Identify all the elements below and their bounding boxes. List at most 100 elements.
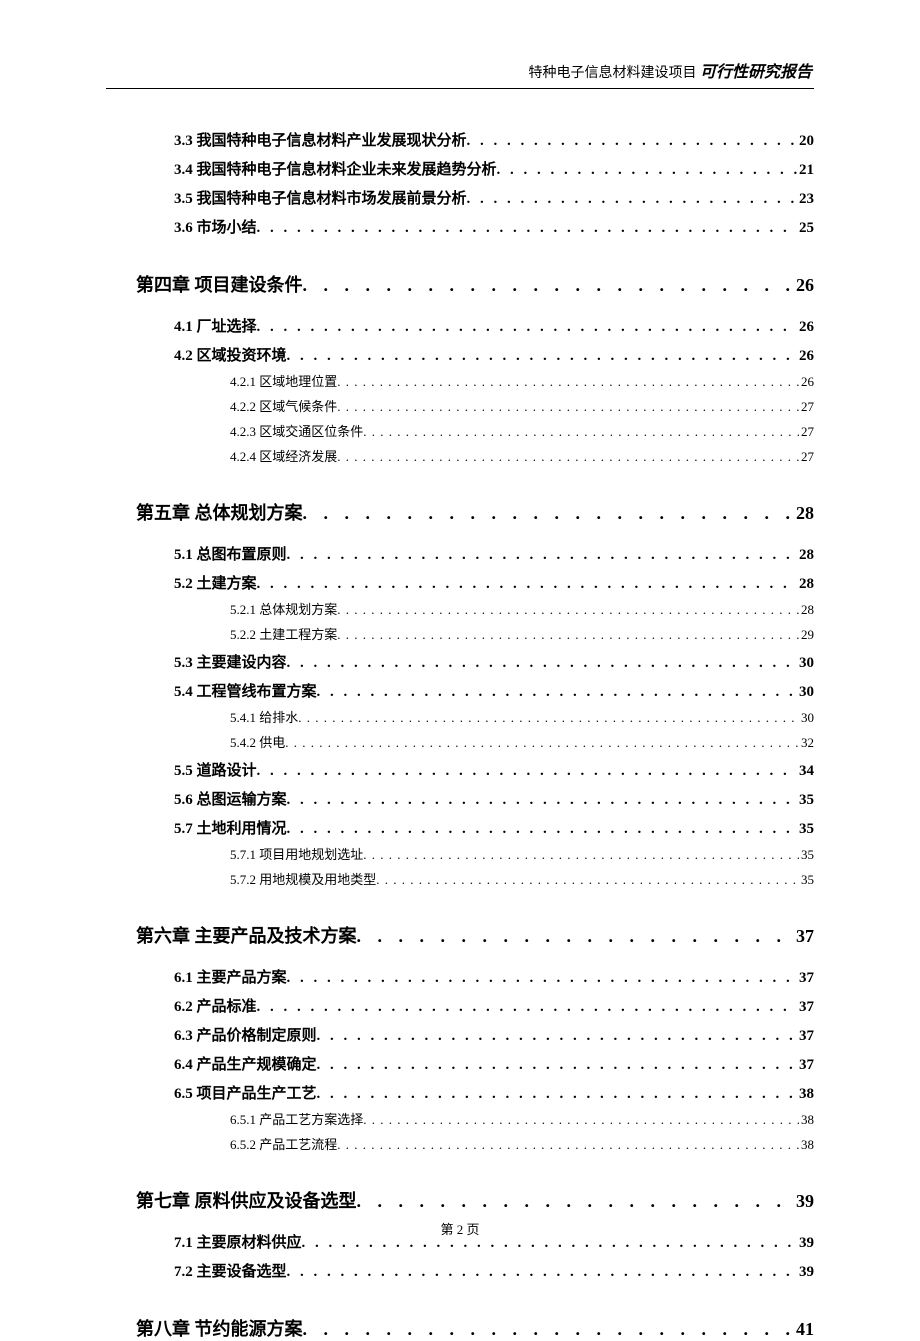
toc-page-number: 28 — [797, 576, 814, 593]
page-number: 第 2 页 — [440, 1222, 479, 1237]
toc-page-number: 39 — [797, 1264, 814, 1281]
toc-entry: 3.3 我国特种电子信息材料产业发展现状分析. . . . . . . . . … — [174, 129, 814, 150]
toc-entry: 4.2.3 区域交通区位条件. . . . . . . . . . . . . … — [230, 421, 814, 440]
toc-title: 5.7 土地利用情况 — [174, 817, 287, 838]
toc-page-number: 25 — [797, 220, 814, 237]
toc-dots: . . . . . . . . . . . . . . . . . . . . … — [257, 576, 797, 593]
toc-dots: . . . . . . . . . . . . . . . . . . . . … — [287, 1264, 797, 1281]
toc-page-number: 34 — [797, 763, 814, 780]
toc-dots: . . . . . . . . . . . . . . . . . . . . … — [257, 763, 797, 780]
toc-title: 5.6 总图运输方案 — [174, 788, 287, 809]
toc-title: 第五章 总体规划方案 — [136, 499, 303, 525]
toc-page-number: 29 — [799, 627, 814, 643]
toc-dots: . . . . . . . . . . . . . . . . . . . . … — [287, 655, 797, 672]
toc-dots: . . . . . . . . . . . . . . . . . . . . … — [357, 1191, 795, 1212]
toc-page-number: 37 — [797, 970, 814, 987]
toc-page-number: 26 — [797, 348, 814, 365]
toc-dots: . . . . . . . . . . . . . . . . . . . . … — [287, 348, 797, 365]
toc-entry: 5.1 总图布置原则. . . . . . . . . . . . . . . … — [174, 543, 814, 564]
toc-page-number: 32 — [799, 735, 814, 751]
toc-page-number: 35 — [799, 847, 814, 863]
toc-title: 6.2 产品标准 — [174, 995, 257, 1016]
toc-entry: 5.6 总图运输方案. . . . . . . . . . . . . . . … — [174, 788, 814, 809]
toc-page-number: 26 — [799, 374, 814, 390]
toc-title: 6.3 产品价格制定原则 — [174, 1024, 317, 1045]
toc-title: 3.4 我国特种电子信息材料企业未来发展趋势分析 — [174, 158, 497, 179]
page-header: 特种电子信息材料建设项目 可行性研究报告 — [106, 58, 814, 82]
toc-dots: . . . . . . . . . . . . . . . . . . . . … — [363, 1112, 799, 1128]
toc-title: 4.2.1 区域地理位置 — [230, 371, 337, 390]
table-of-contents: 3.3 我国特种电子信息材料产业发展现状分析. . . . . . . . . … — [106, 129, 814, 1341]
toc-dots: . . . . . . . . . . . . . . . . . . . . … — [337, 449, 799, 465]
toc-page-number: 37 — [797, 999, 814, 1016]
toc-page-number: 37 — [797, 1057, 814, 1074]
toc-dots: . . . . . . . . . . . . . . . . . . . . … — [317, 684, 797, 701]
toc-title: 5.1 总图布置原则 — [174, 543, 287, 564]
header-project-name: 特种电子信息材料建设项目 — [528, 66, 696, 81]
toc-page-number: 26 — [794, 275, 814, 296]
toc-dots: . . . . . . . . . . . . . . . . . . . . … — [467, 133, 797, 150]
toc-dots: . . . . . . . . . . . . . . . . . . . . … — [337, 399, 799, 415]
toc-entry: 5.3 主要建设内容. . . . . . . . . . . . . . . … — [174, 651, 814, 672]
toc-entry: 5.7 土地利用情况. . . . . . . . . . . . . . . … — [174, 817, 814, 838]
toc-page-number: 27 — [799, 449, 814, 465]
toc-dots: . . . . . . . . . . . . . . . . . . . . … — [287, 547, 797, 564]
toc-dots: . . . . . . . . . . . . . . . . . . . . … — [287, 970, 797, 987]
toc-entry: 5.2 土建方案. . . . . . . . . . . . . . . . … — [174, 572, 814, 593]
toc-page-number: 28 — [794, 503, 814, 524]
toc-page-number: 37 — [797, 1028, 814, 1045]
toc-page-number: 38 — [799, 1137, 814, 1153]
toc-entry: 5.2.2 土建工程方案. . . . . . . . . . . . . . … — [230, 624, 814, 643]
toc-page-number: 38 — [797, 1086, 814, 1103]
toc-dots: . . . . . . . . . . . . . . . . . . . . … — [285, 735, 799, 751]
toc-entry: 6.2 产品标准. . . . . . . . . . . . . . . . … — [174, 995, 814, 1016]
toc-page-number: 41 — [794, 1319, 814, 1340]
toc-title: 6.5.1 产品工艺方案选择 — [230, 1109, 363, 1128]
toc-page-number: 28 — [797, 547, 814, 564]
toc-title: 6.4 产品生产规模确定 — [174, 1053, 317, 1074]
toc-dots: . . . . . . . . . . . . . . . . . . . . … — [287, 792, 797, 809]
toc-dots: . . . . . . . . . . . . . . . . . . . . … — [303, 503, 795, 524]
toc-title: 5.2 土建方案 — [174, 572, 257, 593]
toc-title: 第七章 原料供应及设备选型 — [136, 1187, 357, 1213]
toc-page-number: 30 — [797, 655, 814, 672]
toc-page-number: 27 — [799, 399, 814, 415]
toc-title: 第八章 节约能源方案 — [136, 1315, 303, 1341]
toc-dots: . . . . . . . . . . . . . . . . . . . . … — [363, 847, 799, 863]
toc-entry: 5.7.1 项目用地规划选址. . . . . . . . . . . . . … — [230, 844, 814, 863]
toc-title: 5.4 工程管线布置方案 — [174, 680, 317, 701]
toc-title: 4.2 区域投资环境 — [174, 344, 287, 365]
toc-dots: . . . . . . . . . . . . . . . . . . . . … — [317, 1028, 797, 1045]
toc-page-number: 26 — [797, 319, 814, 336]
toc-entry: 5.2.1 总体规划方案. . . . . . . . . . . . . . … — [230, 599, 814, 618]
toc-title: 5.7.1 项目用地规划选址 — [230, 844, 363, 863]
toc-title: 6.5 项目产品生产工艺 — [174, 1082, 317, 1103]
toc-dots: . . . . . . . . . . . . . . . . . . . . … — [287, 821, 797, 838]
toc-entry: 第八章 节约能源方案. . . . . . . . . . . . . . . … — [136, 1315, 814, 1341]
toc-dots: . . . . . . . . . . . . . . . . . . . . … — [257, 999, 797, 1016]
toc-page-number: 27 — [799, 424, 814, 440]
toc-title: 4.1 厂址选择 — [174, 315, 257, 336]
toc-title: 3.5 我国特种电子信息材料市场发展前景分析 — [174, 187, 467, 208]
toc-entry: 第七章 原料供应及设备选型. . . . . . . . . . . . . .… — [136, 1187, 814, 1213]
toc-dots: . . . . . . . . . . . . . . . . . . . . … — [337, 1137, 799, 1153]
toc-entry: 4.2.4 区域经济发展. . . . . . . . . . . . . . … — [230, 446, 814, 465]
toc-dots: . . . . . . . . . . . . . . . . . . . . … — [317, 1057, 797, 1074]
toc-entry: 4.2.1 区域地理位置. . . . . . . . . . . . . . … — [230, 371, 814, 390]
toc-title: 第四章 项目建设条件 — [136, 271, 303, 297]
toc-page-number: 39 — [794, 1191, 814, 1212]
toc-entry: 7.2 主要设备选型. . . . . . . . . . . . . . . … — [174, 1260, 814, 1281]
toc-dots: . . . . . . . . . . . . . . . . . . . . … — [298, 710, 799, 726]
toc-title: 4.2.2 区域气候条件 — [230, 396, 337, 415]
header-divider — [106, 88, 814, 89]
toc-dots: . . . . . . . . . . . . . . . . . . . . … — [357, 926, 795, 947]
toc-entry: 4.1 厂址选择. . . . . . . . . . . . . . . . … — [174, 315, 814, 336]
toc-entry: 3.5 我国特种电子信息材料市场发展前景分析. . . . . . . . . … — [174, 187, 814, 208]
toc-entry: 第六章 主要产品及技术方案. . . . . . . . . . . . . .… — [136, 922, 814, 948]
toc-title: 5.2.1 总体规划方案 — [230, 599, 337, 618]
toc-entry: 6.5 项目产品生产工艺. . . . . . . . . . . . . . … — [174, 1082, 814, 1103]
toc-page-number: 35 — [799, 872, 814, 888]
toc-title: 6.1 主要产品方案 — [174, 966, 287, 987]
toc-dots: . . . . . . . . . . . . . . . . . . . . … — [467, 191, 797, 208]
toc-entry: 第五章 总体规划方案. . . . . . . . . . . . . . . … — [136, 499, 814, 525]
